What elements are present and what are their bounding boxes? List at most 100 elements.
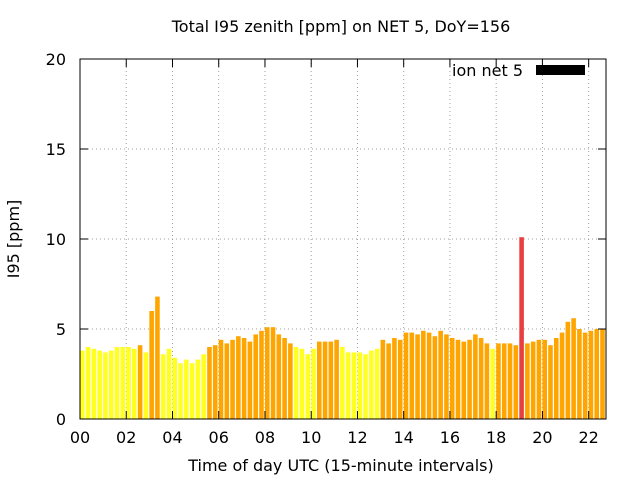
bar: [311, 348, 316, 419]
bar: [369, 350, 374, 419]
bar: [201, 354, 206, 419]
bar: [282, 338, 287, 419]
x-tick-label: 12: [347, 428, 367, 447]
bar: [247, 341, 253, 419]
bar: [189, 363, 195, 419]
bar: [126, 347, 131, 419]
bar: [461, 341, 467, 419]
x-tick-label: 04: [162, 428, 182, 447]
bar: [449, 338, 455, 419]
bar: [432, 336, 438, 419]
bar: [241, 338, 247, 419]
bar: [207, 347, 212, 419]
y-tick-label: 10: [46, 230, 66, 249]
y-tick-label: 15: [46, 140, 66, 159]
bar: [594, 329, 600, 419]
bar: [137, 345, 143, 419]
bar: [600, 329, 605, 419]
bar: [276, 334, 282, 419]
bar: [542, 339, 547, 419]
bar: [230, 339, 235, 419]
x-tick-label: 18: [486, 428, 506, 447]
bar: [80, 350, 85, 419]
bar: [438, 330, 443, 419]
bar: [565, 321, 571, 419]
bar: [218, 339, 224, 419]
x-tick-label: 08: [255, 428, 275, 447]
bar: [299, 348, 305, 419]
bar: [386, 343, 391, 419]
bar: [103, 352, 108, 419]
bar: [259, 330, 264, 419]
x-tick-label: 00: [70, 428, 90, 447]
x-tick-label: 10: [301, 428, 321, 447]
bar: [525, 343, 530, 419]
bar: [340, 347, 345, 419]
x-tick-label: 16: [440, 428, 460, 447]
bar: [120, 347, 126, 419]
bar: [403, 332, 409, 419]
bar: [473, 334, 478, 419]
bar: [143, 352, 149, 419]
bar: [548, 345, 553, 419]
bar: [160, 354, 166, 419]
y-tick-label: 5: [56, 320, 66, 339]
bars: [80, 237, 605, 419]
bar: [91, 348, 97, 419]
tick-labels: 0 5 10 15 20 00 02 04 06 08 10 12 14 16 18 20 22: [46, 50, 599, 447]
bar: [357, 352, 363, 419]
x-tick-label: 22: [578, 428, 598, 447]
bar: [305, 354, 311, 419]
bar: [195, 359, 201, 419]
bar: [166, 348, 172, 419]
bar: [380, 339, 386, 419]
bar: [236, 336, 241, 419]
bar: [571, 318, 576, 419]
bar: [455, 339, 461, 419]
bar: [577, 329, 582, 419]
bar: [172, 357, 178, 419]
bar: [588, 330, 594, 419]
bar: [345, 352, 351, 419]
bar: [85, 347, 91, 419]
bar: [132, 348, 137, 419]
chart-title: Total I95 zenith [ppm] on NET 5, DoY=156: [171, 17, 511, 36]
bar: [184, 359, 189, 419]
bar: [490, 348, 495, 419]
bar: [444, 334, 449, 419]
bar: [114, 347, 120, 419]
bar: [108, 350, 114, 419]
bar: [351, 352, 357, 419]
bar: [536, 339, 542, 419]
x-tick-label: 20: [532, 428, 552, 447]
bar: [415, 334, 420, 419]
bar: [270, 327, 276, 419]
x-axis-label: Time of day UTC (15-minute intervals): [187, 456, 494, 475]
legend-swatch: [536, 65, 585, 75]
bar: [322, 341, 328, 419]
bar: [392, 338, 397, 419]
bar: [155, 296, 160, 419]
bar: [553, 338, 559, 419]
bar: [397, 339, 403, 419]
legend: ion net 5: [452, 61, 585, 80]
bar: [559, 332, 565, 419]
bar: [501, 343, 507, 419]
bar: [519, 237, 524, 419]
y-tick-label: 20: [46, 50, 66, 69]
bar: [288, 343, 293, 419]
bar: [328, 341, 334, 419]
bar: [409, 332, 415, 419]
bar: [363, 354, 368, 419]
bar: [421, 330, 426, 419]
bar: [293, 347, 299, 419]
bar: [178, 363, 183, 419]
y-axis-label: I95 [ppm]: [4, 200, 23, 279]
bar: [149, 311, 154, 419]
x-tick-label: 14: [394, 428, 414, 447]
bar: [316, 341, 322, 419]
bar: [253, 334, 258, 419]
bar: [513, 345, 519, 419]
legend-label: ion net 5: [452, 61, 523, 80]
